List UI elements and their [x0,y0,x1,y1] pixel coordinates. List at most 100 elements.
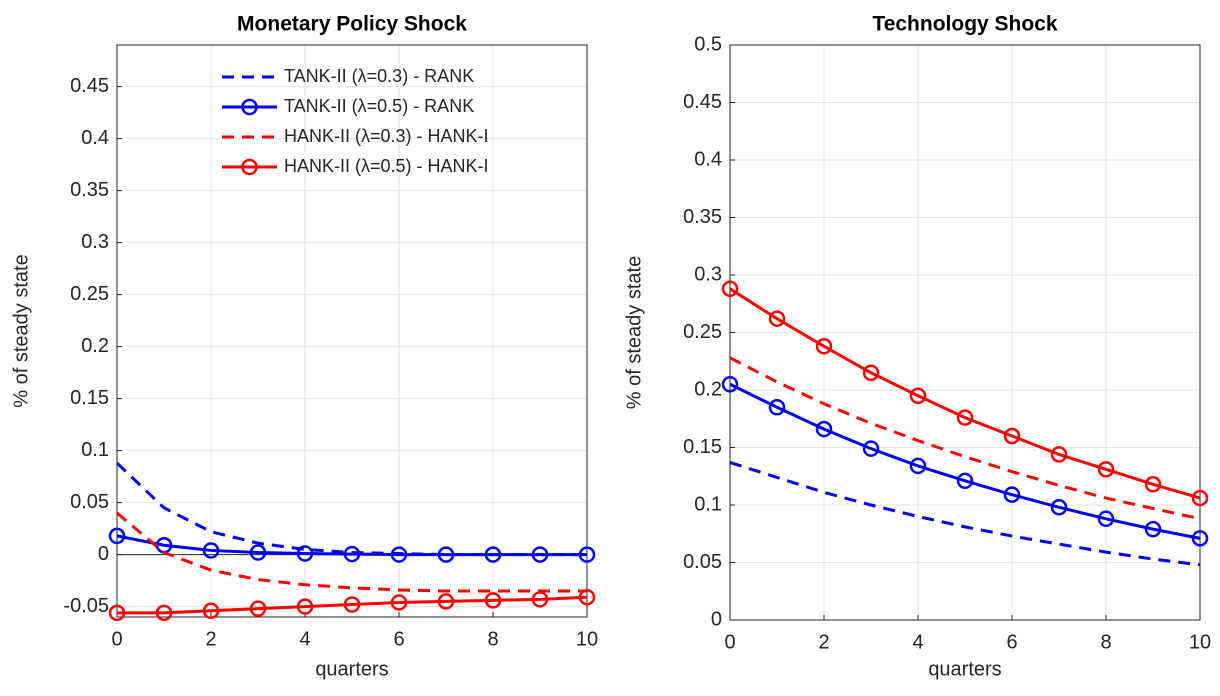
data-point [1144,476,1162,493]
y-tick-label: 0 [711,608,722,630]
data-point [815,420,833,438]
y-tick-label: 0.25 [70,283,109,305]
data-point [249,600,267,617]
data-point [815,338,833,355]
legend-marker [241,158,258,176]
axes-box [116,44,588,618]
y-tick-label: 0.3 [81,231,109,253]
data-point [108,527,126,545]
y-tick-label: 0.2 [81,335,109,357]
y-tick-label: -0.05 [63,595,109,617]
data-point [1097,461,1115,478]
x-tick-label: 8 [1100,631,1111,653]
data-point [578,588,596,606]
y-tick-label: 0.35 [683,206,722,228]
data-point [1050,446,1068,463]
series-line [116,511,587,593]
data-point [484,546,502,563]
data-point [343,596,361,613]
data-point [202,602,220,620]
y-tick-label: 0.45 [70,75,109,97]
x-tick-label: 2 [205,628,216,650]
y-tick-label: 0.3 [694,263,722,285]
chart-title: Technology Shock [872,13,1057,36]
data-point [862,364,880,381]
y-tick-label: 0 [98,543,109,565]
data-point [202,542,220,559]
data-point [862,440,880,457]
x-tick-label: 10 [576,628,598,650]
data-point [296,545,314,562]
data-point [909,457,927,475]
plot-area [117,45,587,617]
series-line [729,461,1201,567]
data-point [531,591,549,608]
x-tick-label: 0 [111,628,122,650]
legend-label: TANK-II (λ=0.5) - RANK [284,96,474,116]
y-tick-label: 0.35 [70,179,109,201]
data-point [578,546,596,563]
x-axis-label: quarters [928,658,1001,680]
data-point [437,593,455,610]
x-tick-label: 0 [724,631,735,653]
x-tick-label: 8 [487,628,498,650]
data-point [531,546,549,563]
y-tick-label: 0.4 [694,148,722,170]
data-point [1144,520,1162,538]
data-point [390,546,408,563]
data-point [768,310,786,327]
y-tick-label: 0.1 [81,439,109,461]
data-point [390,594,408,611]
y-axis-label: % of steady state [623,256,645,409]
series-line [117,595,588,615]
data-point [909,387,927,404]
data-point [437,546,455,563]
x-tick-label: 6 [1006,631,1017,653]
x-tick-label: 10 [1189,631,1211,653]
series-line [729,356,1201,521]
y-tick-label: 0.2 [694,378,722,400]
y-tick-label: 0.15 [683,436,722,458]
data-point [956,409,974,426]
y-axis-label: % of steady state [10,254,32,407]
y-tick-label: 0.05 [70,491,109,513]
data-point [484,592,502,609]
y-tick-label: 0.5 [694,33,722,55]
data-point [1050,499,1068,516]
axes-box [729,44,1201,621]
data-point [1191,489,1209,507]
data-point [1003,486,1021,503]
series-line [729,382,1201,540]
data-point [721,376,739,393]
series-line [729,287,1201,500]
legend-label: HANK-II (λ=0.5) - HANK-I [284,156,489,176]
legend-label: HANK-II (λ=0.3) - HANK-I [284,126,489,146]
data-point [1191,530,1209,547]
series-line [116,534,587,557]
y-tick-label: 0.4 [81,127,109,149]
y-tick-label: 0.45 [683,91,722,113]
series-line [115,461,587,557]
y-tick-label: 0.1 [694,493,722,515]
y-tick-label: 0.25 [683,321,722,343]
legend-marker [241,98,258,116]
data-point [296,598,314,615]
chart-title: Monetary Policy Shock [237,13,467,36]
data-point [108,604,126,622]
data-point [343,545,361,563]
y-tick-label: 0.15 [70,387,109,409]
x-axis-label: quarters [315,658,388,680]
data-point [721,280,739,298]
data-point [1003,427,1021,445]
x-tick-label: 4 [299,628,310,650]
data-point [768,399,786,416]
y-tick-label: 0.05 [683,551,722,573]
x-tick-label: 2 [818,631,829,653]
data-point [155,604,173,622]
legend-label: TANK-II (λ=0.3) - RANK [284,66,474,86]
data-point [956,472,974,490]
x-tick-label: 6 [393,628,404,650]
data-point [1097,510,1115,528]
x-tick-label: 4 [912,631,923,653]
